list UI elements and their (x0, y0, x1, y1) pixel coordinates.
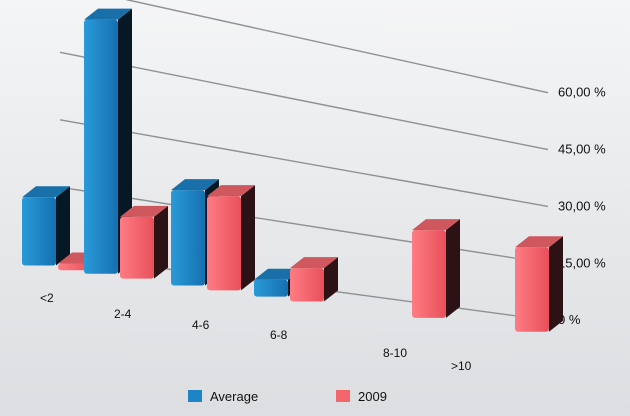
bar-2009-4-side (446, 219, 460, 318)
grid-line (124, 0, 549, 94)
bar-2009-4-top (412, 219, 460, 231)
y-tick-label: 45,00 % (558, 142, 606, 157)
bars (22, 8, 563, 332)
legend-swatch (188, 390, 202, 402)
bar-average-0-top (22, 186, 70, 198)
grid-line (59, 119, 549, 208)
bar-2009-5-side (549, 236, 563, 332)
bar-2009-3 (290, 257, 338, 302)
category-label: 4-6 (192, 318, 210, 332)
y-tick-label: 15,00 % (558, 255, 606, 270)
bar-2009-4-front (412, 230, 446, 318)
bar-2009-3-side (324, 257, 338, 302)
bar-2009-3-front (290, 268, 324, 302)
bar-2009-2-top (207, 185, 255, 197)
legend-label: 2009 (358, 389, 387, 404)
bar-2009-5-top (515, 236, 563, 248)
y-tick-label: 60,00 % (558, 85, 606, 100)
bar-2009-1 (120, 205, 168, 279)
bar-2009-1-top (120, 205, 168, 217)
bar-average-0-side (56, 186, 70, 266)
bar-2009-4 (412, 219, 460, 318)
x-axis-category-labels: <2 2-4 4-6 6-8 8-10 >10 (40, 291, 472, 373)
grid-line (59, 186, 549, 264)
bar-2009-2 (207, 185, 255, 291)
y-tick-label: 0 % (558, 312, 581, 327)
y-axis-tick-labels: 0 % 15,00 % 30,00 % 45,00 % 60,00 % (558, 85, 606, 327)
bar-average-1 (84, 8, 132, 274)
bar-average-1-side (118, 8, 132, 274)
bar-average-0 (22, 186, 70, 266)
bar-2009-5 (515, 236, 563, 332)
bar-2009-1-side (154, 205, 168, 279)
bar-2009-2-side (241, 185, 255, 291)
bar-average-1-front (84, 19, 118, 274)
bar-average-2-front (171, 190, 205, 286)
category-label: 2-4 (114, 307, 132, 321)
category-label: 6-8 (270, 328, 288, 342)
category-label: 8-10 (383, 346, 407, 360)
bar-2009-1-front (120, 216, 154, 279)
bar-average-1-top (84, 8, 132, 20)
bar-average-2-top (171, 179, 219, 191)
bar-2009-0-front (58, 263, 92, 271)
legend: Average 2009 (188, 389, 387, 404)
bar-average-3-front (254, 279, 288, 297)
category-label: >10 (451, 359, 472, 373)
bar-2009-2-front (207, 196, 241, 291)
legend-swatch (336, 390, 350, 402)
bar-2009-3-top (290, 257, 338, 269)
y-tick-label: 30,00 % (558, 198, 606, 213)
bar-2009-5-front (515, 247, 549, 332)
category-label: <2 (40, 291, 54, 305)
bar-average-0-front (22, 197, 56, 266)
grid-line (59, 51, 549, 151)
legend-label: Average (210, 389, 258, 404)
